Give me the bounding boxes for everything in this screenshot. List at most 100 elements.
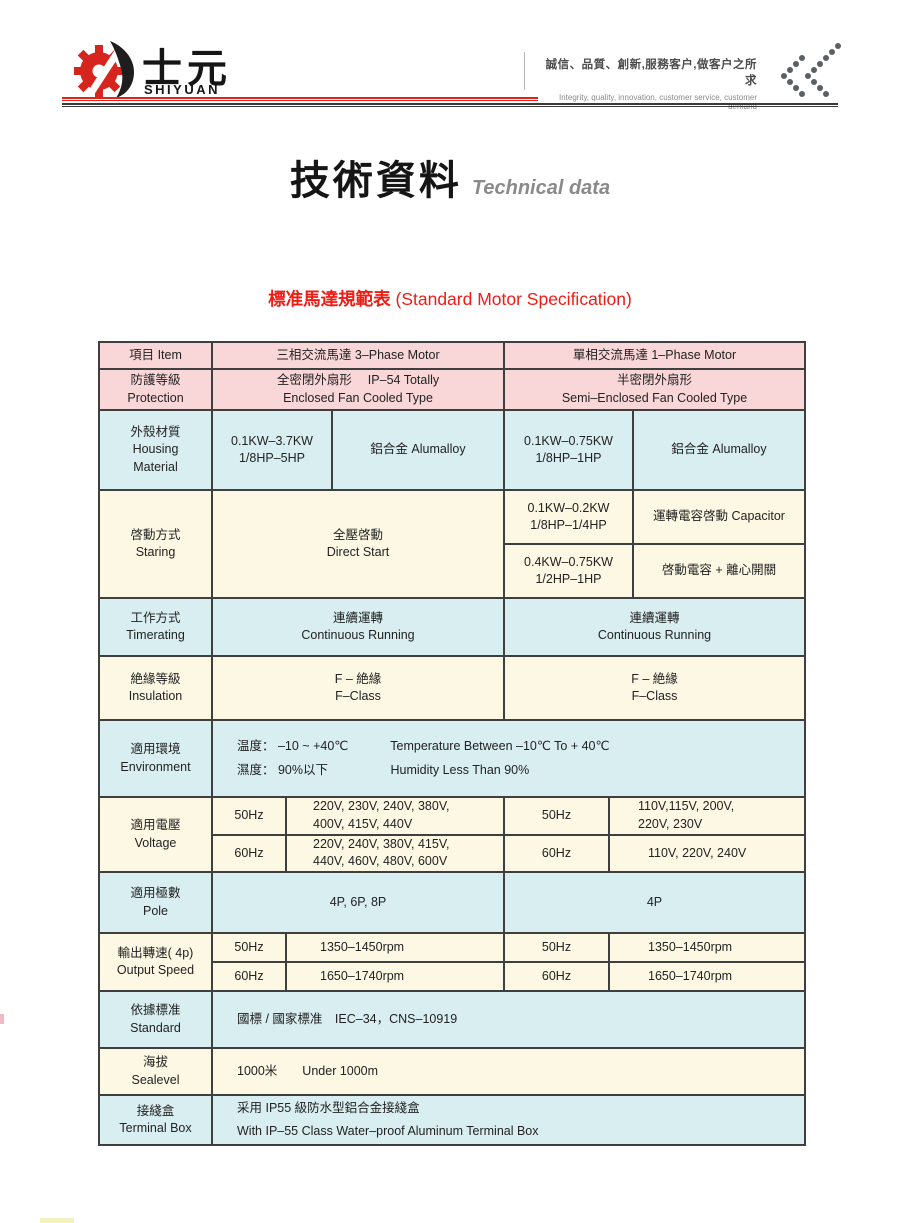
cell-insulation-3phase: F – 絶緣 F–Class <box>213 657 505 719</box>
row-environment: 適用環境 Environment 温度： –10 ~ +40℃ Temperat… <box>100 721 804 798</box>
environment-label-en: Environment <box>120 759 191 774</box>
speed-3phase-60: 60Hz 1650–1740rpm <box>213 963 503 990</box>
page-bottom-smudge <box>40 1218 74 1223</box>
dark-rule-thin <box>62 106 838 107</box>
protection-label-en: Protection <box>127 390 184 405</box>
voltage-1phase-50-l1: 110V,115V, 200V, <box>638 799 735 814</box>
cell-speed-1phase-50-rpm: 1350–1450rpm <box>648 939 733 954</box>
pole-label-zh: 適用極數 <box>130 886 181 900</box>
cell-speed-3phase-60-rpm: 1650–1740rpm <box>320 968 405 983</box>
cell-sealevel-label: 海拔 Sealevel <box>100 1049 213 1094</box>
slogan-zh: 誠信、品質、創新,服務客户,做客户之所求 <box>545 59 757 87</box>
starting-sub2-kw: 0.4KW–0.75KW <box>524 554 613 569</box>
pole-label-en: Pole <box>142 903 169 918</box>
cell-speed-3phase-60hz: 60Hz <box>213 963 287 990</box>
voltage-3phase-50-l1: 220V, 230V, 240V, 380V, <box>313 799 450 814</box>
speed-3phase-50: 50Hz 1350–1450rpm <box>213 934 503 963</box>
cell-voltage-label: 適用電壓 Voltage <box>100 798 213 871</box>
row-insulation: 絶緣等級 Insulation F – 絶緣 F–Class F – 絶緣 F–… <box>100 657 804 721</box>
cell-insulation-label: 絶緣等級 Insulation <box>100 657 213 719</box>
cell-voltage-1phase-50hz: 50Hz <box>505 798 610 834</box>
insulation-1phase-l1: F – 絶緣 <box>631 671 678 686</box>
standard-label-zh: 依據標准 <box>130 1003 181 1017</box>
protection-1phase-l1: 半密閉外扇形 <box>616 373 692 387</box>
section-heading-en: (Standard Motor Specification) <box>390 289 632 309</box>
cell-voltage-3phase-60hz: 60Hz <box>213 835 287 871</box>
housing-label-zh: 外殼材質 <box>130 424 181 439</box>
insulation-label-zh: 絶緣等級 <box>130 671 181 686</box>
cell-starting-sub2-range: 0.4KW–0.75KW 1/2HP–1HP <box>505 545 634 597</box>
housing-3phase-hp: 1/8HP–5HP <box>238 451 305 465</box>
speed-1phase-50: 50Hz 1350–1450rpm <box>505 934 804 963</box>
cell-starting-sub2-type: 啓動電容 + 離心開關 <box>661 563 777 578</box>
voltage-1phase-50-l2: 220V, 230V <box>638 816 703 831</box>
row-voltage: 適用電壓 Voltage 50Hz 220V, 230V, 240V, 380V… <box>100 798 804 873</box>
protection-3phase-l2: Enclosed Fan Cooled Type <box>283 390 433 405</box>
cell-speed-3phase-50hz: 50Hz <box>213 934 287 961</box>
terminal-label-en: Terminal Box <box>119 1121 192 1135</box>
cell-timerating-1phase: 連續運轉 Continuous Running <box>505 599 804 655</box>
voltage-label-en: Voltage <box>134 835 177 850</box>
housing-1phase-hp: 1/8HP–1HP <box>535 451 602 465</box>
sealevel-label-zh: 海拔 <box>142 1055 168 1069</box>
starting-sub1-kw: 0.1KW–0.2KW <box>527 500 610 515</box>
cell-item-header: 項目 Item <box>100 343 213 368</box>
gear-logo-icon <box>74 40 134 98</box>
cell-pole-label: 適用極數 Pole <box>100 873 213 932</box>
terminal-content-l2: With IP–55 Class Water–proof Aluminum Te… <box>237 1123 539 1138</box>
cell-housing-3phase-range: 0.1KW–3.7KW 1/8HP–5HP <box>213 411 333 489</box>
cell-starting-label: 啓動方式 Staring <box>100 491 213 597</box>
starting-direct-zh: 全壓啓動 <box>332 527 383 542</box>
timerating-label-en: Timerating <box>126 628 185 642</box>
starting-1phase-sub2: 0.4KW–0.75KW 1/2HP–1HP 啓動電容 + 離心開關 <box>505 545 804 597</box>
voltage-3phase-50-l2: 400V, 415V, 440V <box>313 816 413 831</box>
chevron-dots-icon <box>781 43 841 97</box>
starting-sub1-hp: 1/8HP–1/4HP <box>530 518 607 532</box>
page-title-en: Technical data <box>471 177 611 199</box>
cell-voltage-1phase-60hz: 60Hz <box>505 835 610 871</box>
cell-protection-label: 防護等級 Protection <box>100 370 213 409</box>
timerating-label-zh: 工作方式 <box>130 610 181 625</box>
voltage-3phase-60-l1: 220V, 240V, 380V, 415V, <box>313 836 450 851</box>
cell-voltage-3phase-50hz: 50Hz <box>213 798 287 834</box>
row-starting: 啓動方式 Staring 全壓啓動 Direct Start 0.1KW–0.2… <box>100 491 804 599</box>
cell-terminal-label: 接綫盒 Terminal Box <box>100 1096 213 1144</box>
cell-speed-1phase-60-rpm: 1650–1740rpm <box>648 968 733 983</box>
environment-humidity-zh: 濕度： 90%以下 <box>237 763 328 777</box>
cell-housing-3phase-material: 鋁合金 Alumalloy <box>333 411 505 489</box>
cell-speed-3phase-50-rpm: 1350–1450rpm <box>320 939 405 954</box>
page-edge-mark <box>0 1014 4 1024</box>
cell-housing-1phase-range: 0.1KW–0.75KW 1/8HP–1HP <box>505 411 634 489</box>
speed-1phase-group: 50Hz 1350–1450rpm 60Hz 1650–1740rpm <box>505 934 804 990</box>
starting-1phase-group: 0.1KW–0.2KW 1/8HP–1/4HP 運轉電容啓動 Capacitor… <box>505 491 804 597</box>
environment-temp-zh: 温度： –10 ~ +40℃ <box>237 738 349 753</box>
logo-text-en: SHIYUAN <box>144 82 221 97</box>
row-housing: 外殼材質 Housing Material 0.1KW–3.7KW 1/8HP–… <box>100 411 804 491</box>
row-timerating: 工作方式 Timerating 連續運轉 Continuous Running … <box>100 599 804 657</box>
cell-speed-1phase-60hz: 60Hz <box>505 963 610 990</box>
protection-3phase-l1: 全密閉外扇形 IP–54 Totally <box>276 373 440 387</box>
voltage-3phase-group: 50Hz 220V, 230V, 240V, 380V, 400V, 415V,… <box>213 798 505 871</box>
cell-speed-label: 輸出轉速( 4p) Output Speed <box>100 934 213 990</box>
cell-housing-1phase-material: 鋁合金 Alumalloy <box>671 442 767 457</box>
cell-voltage-3phase-50-values: 220V, 230V, 240V, 380V, 400V, 415V, 440V <box>287 798 503 834</box>
cell-pole-1phase: 4P <box>646 894 663 909</box>
cell-standard-content: 國標 / 國家標准 IEC–34，CNS–10919 <box>237 1011 458 1026</box>
starting-sub2-hp: 1/2HP–1HP <box>535 572 602 586</box>
starting-label-zh: 啓動方式 <box>130 527 181 542</box>
timerating-1phase-en: Continuous Running <box>597 628 712 642</box>
section-heading: 標准馬達規範表 (Standard Motor Specification) <box>0 286 900 311</box>
voltage-1phase-50: 50Hz 110V,115V, 200V, 220V, 230V <box>505 798 804 836</box>
section-heading-zh: 標准馬達規範表 <box>268 289 391 309</box>
voltage-label-zh: 適用電壓 <box>130 818 181 832</box>
housing-3phase-kw: 0.1KW–3.7KW <box>231 433 313 448</box>
cell-voltage-1phase-50-values: 110V,115V, 200V, 220V, 230V <box>610 798 804 834</box>
protection-label-zh: 防護等級 <box>130 373 181 387</box>
cell-starting-3phase: 全壓啓動 Direct Start <box>213 491 505 597</box>
row-header: 項目 Item 三相交流馬達 3–Phase Motor 單相交流馬達 1–Ph… <box>100 343 804 370</box>
spec-table: 項目 Item 三相交流馬達 3–Phase Motor 單相交流馬達 1–Ph… <box>98 341 806 1146</box>
cell-voltage-3phase-60-values: 220V, 240V, 380V, 415V, 440V, 460V, 480V… <box>287 836 503 872</box>
timerating-3phase-en: Continuous Running <box>301 628 415 642</box>
protection-1phase-l2: Semi–Enclosed Fan Cooled Type <box>561 390 748 405</box>
speed-label-zh: 輸出轉速( 4p) <box>117 945 194 960</box>
